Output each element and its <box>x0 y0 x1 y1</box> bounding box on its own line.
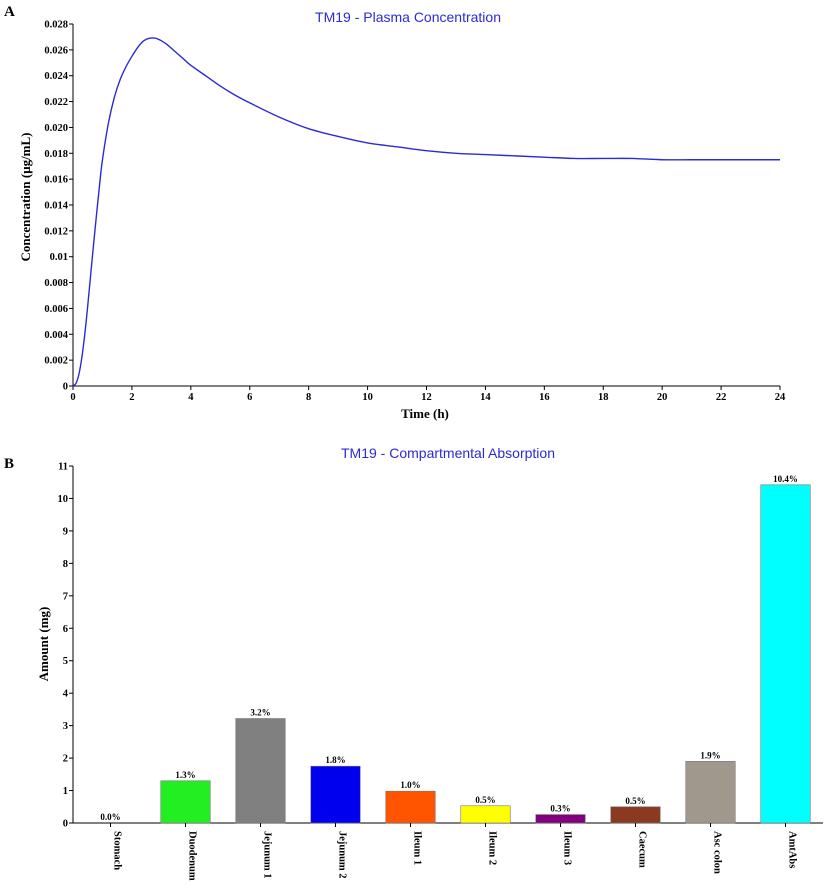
bar-caecum <box>610 806 661 824</box>
category-label: Duodenum <box>187 831 198 881</box>
chart-b-y-tick-label: 8 <box>63 559 68 570</box>
chart-a-y-tick-label: 0.026 <box>44 45 68 56</box>
chart-a-y-tick-label: 0.022 <box>44 97 68 108</box>
category-label: Jejunum 2 <box>337 831 348 879</box>
bar-data-label: 0.0% <box>100 812 120 822</box>
chart-a-y-tick-label: 0.006 <box>44 304 68 315</box>
bar-data-label: 1.9% <box>700 750 720 760</box>
bar-data-label: 0.5% <box>625 796 645 806</box>
bar-data-label: 1.3% <box>175 770 195 780</box>
chart-a-y-tick-label: 0.004 <box>44 330 68 341</box>
chart-b-y-tick-label: 0 <box>63 819 68 830</box>
chart-a-x-tick-label: 14 <box>480 392 491 403</box>
plasma-concentration-chart: 0 0.002 0.004 0.006 0.008 0.01 0.012 0.014 0.016… <box>44 20 786 404</box>
chart-a-y-tick-label: 0.01 <box>50 252 68 263</box>
bar-ileum-1 <box>385 790 436 824</box>
chart-b-y-tick-label: 2 <box>63 754 68 765</box>
chart-a-x-tick-label: 4 <box>188 392 194 403</box>
chart-a-y-tick-label: 0.020 <box>44 123 68 134</box>
bar-data-label: 0.5% <box>475 795 495 805</box>
chart-a-x-tick-label: 22 <box>716 392 727 403</box>
chart-a-x-tick-label: 8 <box>306 392 311 403</box>
bar-data-label: 3.2% <box>250 708 270 718</box>
bar-data-label: 1.8% <box>325 755 345 765</box>
bar-data-label: 0.3% <box>550 804 570 814</box>
chart-a-xlabel: Time (h) <box>401 406 449 421</box>
category-label: Ileum 3 <box>562 831 573 865</box>
chart-a-x-tick-label: 24 <box>775 392 786 403</box>
bar-data-label: 10.4% <box>773 474 798 484</box>
chart-b-y-tick-label: 4 <box>63 689 69 700</box>
chart-a-x-tick-label: 12 <box>421 392 432 403</box>
chart-a-x-tick-label: 10 <box>362 392 373 403</box>
chart-a-y-tick-label: 0.008 <box>44 278 68 289</box>
chart-b-y-tick-label: 3 <box>63 721 68 732</box>
chart-a-y-tick-label: 0.012 <box>44 226 68 237</box>
chart-a-y-tick-label: 0.016 <box>44 175 68 186</box>
bar-ileum-2 <box>460 805 511 824</box>
chart-a-y-tick-label: 0.024 <box>44 71 68 82</box>
chart-a-y-tick-label: 0.014 <box>44 201 68 212</box>
chart-a-x-tick-label: 0 <box>70 392 75 403</box>
chart-b-title: TM19 - Compartmental Absorption <box>341 445 555 461</box>
chart-a-x-tick-label: 20 <box>657 392 668 403</box>
bar-asc-colon <box>685 761 736 824</box>
bar-duodenum <box>160 780 211 824</box>
chart-b-y-tick-label: 10 <box>58 494 69 505</box>
chart-a-y-tick-label: 0.018 <box>44 149 68 160</box>
bar-jejunum-1 <box>235 718 286 824</box>
chart-a-y-tick-label: 0 <box>63 382 68 393</box>
chart-b-y-tick-label: 5 <box>63 656 68 667</box>
chart-b-y-tick-label: 1 <box>63 786 68 797</box>
concentration-line <box>72 37 780 387</box>
chart-a-x-tick-label: 2 <box>129 392 134 403</box>
chart-a-x-tick-label: 6 <box>247 392 252 403</box>
bar-ileum-3 <box>535 814 586 824</box>
category-label: Ileum 1 <box>412 831 423 865</box>
bar-jejunum-2 <box>310 765 361 824</box>
category-label: Ileum 2 <box>487 831 498 865</box>
bar-data-label: 1.0% <box>400 780 420 790</box>
category-label: Stomach <box>112 831 123 870</box>
category-label: Asc colon <box>712 831 723 874</box>
chart-a-x-tick-label: 18 <box>598 392 609 403</box>
category-label: Jejunum 1 <box>262 831 273 879</box>
chart-a-y-tick-label: 0.028 <box>44 20 68 31</box>
chart-b-ylabel: Amount (mg) <box>36 607 51 682</box>
chart-b-y-tick-label: 9 <box>63 526 68 537</box>
chart-a-title: TM19 - Plasma Concentration <box>315 9 501 25</box>
category-label: AmtAbs <box>787 831 798 868</box>
compartmental-absorption-chart: 0 1 2 3 4 5 6 7 8 9 10 11 0.0% 1.3% 3.2% 1.8% 1.0% 0.5% 0… <box>58 462 823 881</box>
chart-a-ylabel: Concentration (μg/mL) <box>18 132 33 261</box>
chart-a-x-tick-label: 16 <box>539 392 550 403</box>
panel-b-letter: B <box>4 456 14 472</box>
panel-a-letter: A <box>4 4 15 20</box>
category-label: Caecum <box>637 831 648 868</box>
chart-b-y-tick-label: 11 <box>58 462 68 473</box>
chart-b-y-tick-label: 7 <box>63 591 68 602</box>
bar-amtabs <box>760 484 811 824</box>
chart-b-y-tick-label: 6 <box>63 624 68 635</box>
chart-a-y-tick-label: 0.002 <box>44 356 68 367</box>
